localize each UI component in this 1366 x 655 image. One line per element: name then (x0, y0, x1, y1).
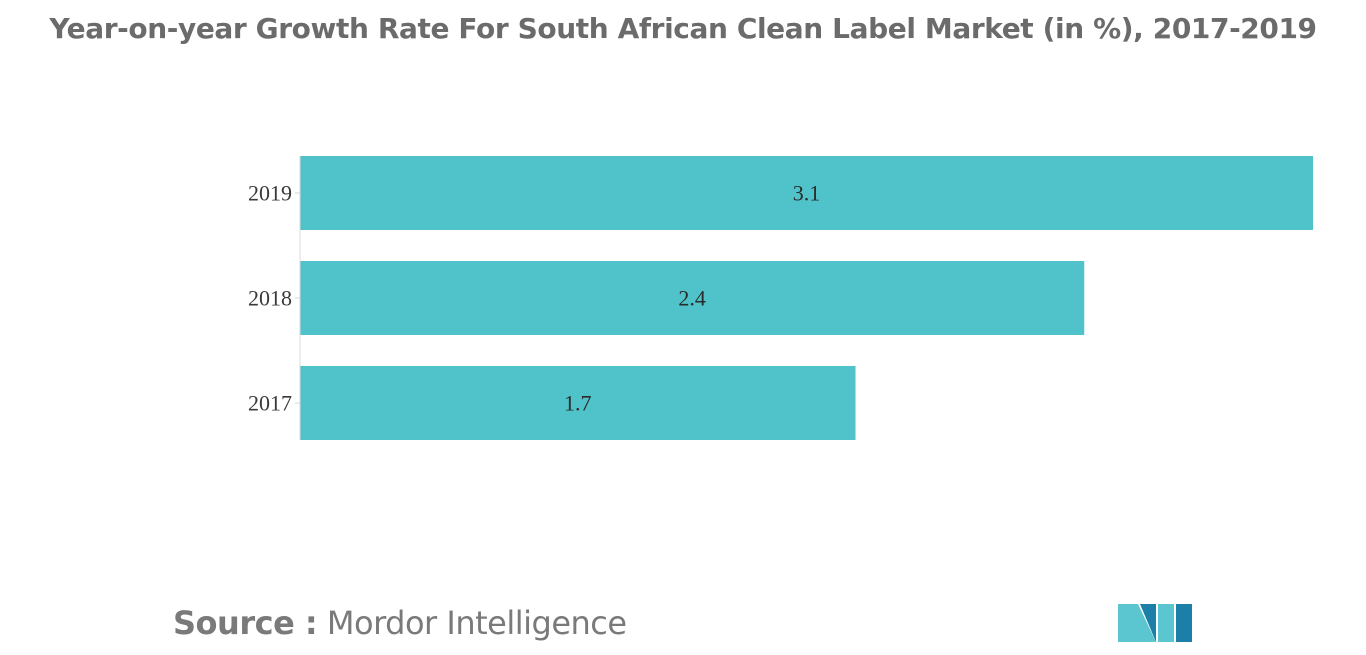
bar-2019 (300, 156, 1313, 230)
tick-layer (295, 192, 300, 404)
bars-layer (300, 156, 1313, 440)
chart-title: Year-on-year Growth Rate For South Afric… (49, 12, 1317, 45)
source-line: Source : Mordor Intelligence (173, 604, 627, 642)
bar-2017 (300, 366, 856, 440)
data-label-2019: 3.1 (793, 181, 821, 206)
bar-2018 (300, 261, 1085, 335)
y-tick-label-2019: 2019 (248, 181, 292, 206)
labels-layer: 2019 3.1 2018 2.4 2017 1.7 (248, 181, 820, 416)
y-tick-label-2017: 2017 (248, 391, 292, 416)
source-name: Mordor Intelligence (326, 604, 627, 642)
data-label-2018: 2.4 (678, 286, 706, 311)
y-tick-label-2018: 2018 (248, 286, 292, 311)
source-label: Source : (173, 604, 318, 642)
data-label-2017: 1.7 (564, 391, 592, 416)
mordor-intelligence-logo-icon (1118, 604, 1192, 642)
